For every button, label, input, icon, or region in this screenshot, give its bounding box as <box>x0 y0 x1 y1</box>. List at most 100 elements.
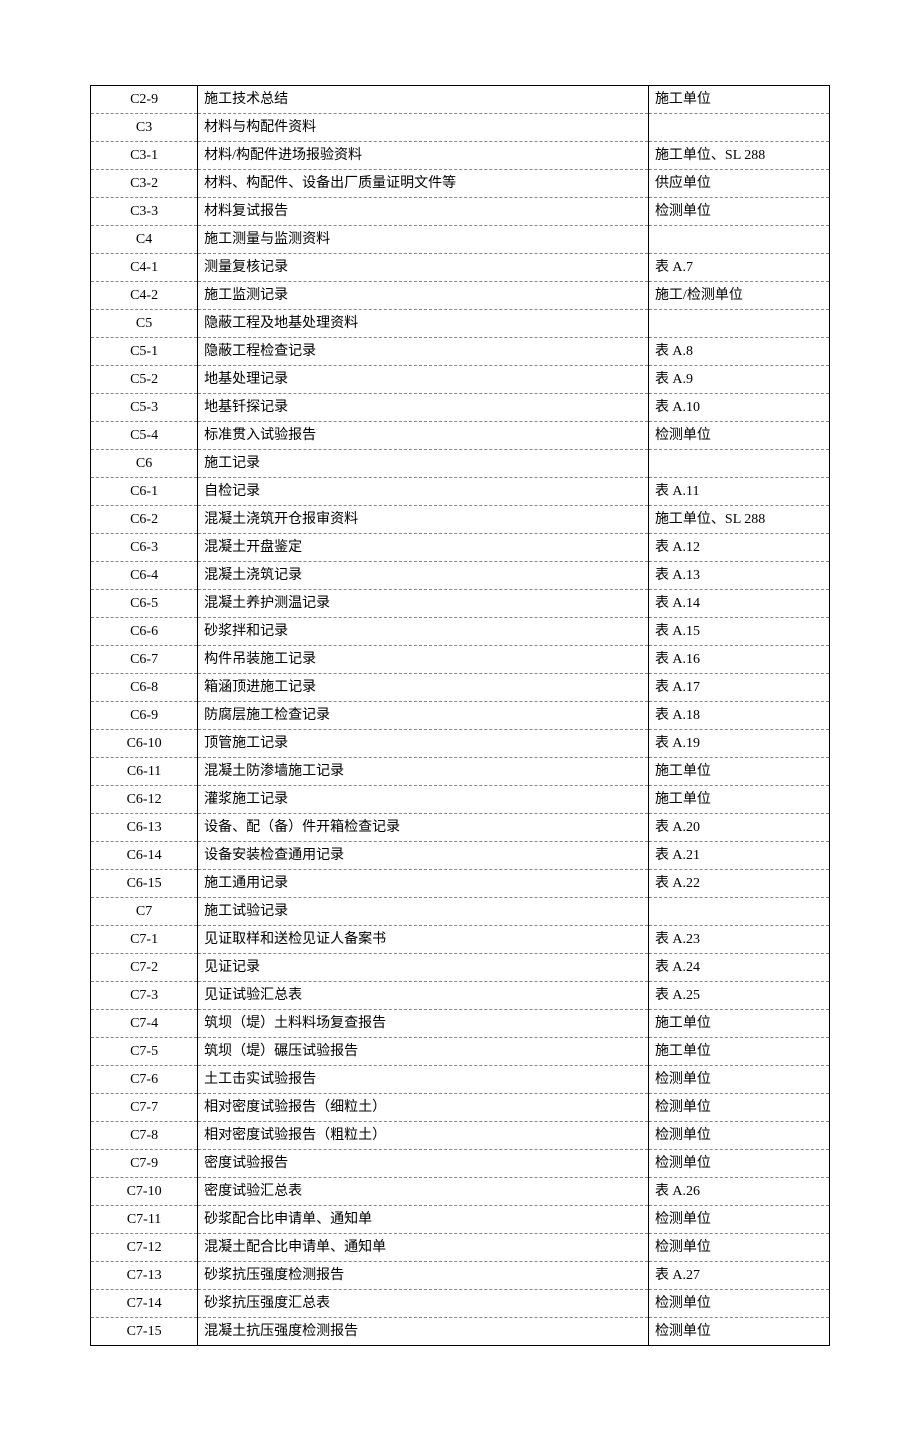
cell-ref: 表 A.25 <box>648 982 829 1010</box>
table-row: C3-3材料复试报告检测单位 <box>91 198 830 226</box>
cell-desc: 见证取样和送检见证人备案书 <box>198 926 649 954</box>
cell-desc: 自检记录 <box>198 478 649 506</box>
table-row: C6-11混凝土防渗墙施工记录施工单位 <box>91 758 830 786</box>
cell-ref: 表 A.23 <box>648 926 829 954</box>
cell-ref: 表 A.14 <box>648 590 829 618</box>
cell-ref: 表 A.20 <box>648 814 829 842</box>
table-row: C5隐蔽工程及地基处理资料 <box>91 310 830 338</box>
cell-desc: 密度试验报告 <box>198 1150 649 1178</box>
cell-desc: 隐蔽工程检查记录 <box>198 338 649 366</box>
cell-code: C6-11 <box>91 758 198 786</box>
cell-code: C3-2 <box>91 170 198 198</box>
table-row: C7-9密度试验报告检测单位 <box>91 1150 830 1178</box>
table-row: C7-6土工击实试验报告检测单位 <box>91 1066 830 1094</box>
cell-code: C6 <box>91 450 198 478</box>
table-row: C7-2见证记录表 A.24 <box>91 954 830 982</box>
table-row: C7-15混凝土抗压强度检测报告检测单位 <box>91 1318 830 1346</box>
table-row: C6-9防腐层施工检查记录表 A.18 <box>91 702 830 730</box>
cell-desc: 箱涵顶进施工记录 <box>198 674 649 702</box>
cell-desc: 材料与构配件资料 <box>198 114 649 142</box>
table-row: C4-2施工监测记录施工/检测单位 <box>91 282 830 310</box>
cell-code: C7-2 <box>91 954 198 982</box>
table-body: C2-9施工技术总结施工单位C3材料与构配件资料C3-1材料/构配件进场报验资料… <box>91 86 830 1346</box>
cell-ref: 施工/检测单位 <box>648 282 829 310</box>
cell-desc: 混凝土浇筑记录 <box>198 562 649 590</box>
cell-ref: 检测单位 <box>648 1094 829 1122</box>
cell-code: C3-1 <box>91 142 198 170</box>
table-row: C4-1测量复核记录表 A.7 <box>91 254 830 282</box>
table-row: C7-5筑坝（堤）碾压试验报告施工单位 <box>91 1038 830 1066</box>
table-row: C5-3地基钎探记录表 A.10 <box>91 394 830 422</box>
cell-code: C6-12 <box>91 786 198 814</box>
cell-desc: 顶管施工记录 <box>198 730 649 758</box>
cell-desc: 设备安装检查通用记录 <box>198 842 649 870</box>
cell-desc: 隐蔽工程及地基处理资料 <box>198 310 649 338</box>
cell-code: C7-5 <box>91 1038 198 1066</box>
table-row: C6-3混凝土开盘鉴定表 A.12 <box>91 534 830 562</box>
cell-code: C7-12 <box>91 1234 198 1262</box>
cell-ref: 检测单位 <box>648 1290 829 1318</box>
cell-code: C5 <box>91 310 198 338</box>
cell-desc: 混凝土养护测温记录 <box>198 590 649 618</box>
cell-ref: 表 A.18 <box>648 702 829 730</box>
cell-desc: 见证试验汇总表 <box>198 982 649 1010</box>
cell-desc: 砂浆拌和记录 <box>198 618 649 646</box>
cell-desc: 见证记录 <box>198 954 649 982</box>
cell-desc: 施工监测记录 <box>198 282 649 310</box>
cell-ref: 表 A.17 <box>648 674 829 702</box>
cell-code: C6-3 <box>91 534 198 562</box>
cell-code: C7-6 <box>91 1066 198 1094</box>
table-row: C2-9施工技术总结施工单位 <box>91 86 830 114</box>
table-row: C6-13设备、配（备）件开箱检查记录表 A.20 <box>91 814 830 842</box>
table-row: C7施工试验记录 <box>91 898 830 926</box>
table-row: C5-1隐蔽工程检查记录表 A.8 <box>91 338 830 366</box>
table-row: C7-13砂浆抗压强度检测报告表 A.27 <box>91 1262 830 1290</box>
cell-code: C6-8 <box>91 674 198 702</box>
cell-code: C6-5 <box>91 590 198 618</box>
cell-ref: 施工单位、SL 288 <box>648 142 829 170</box>
cell-ref: 施工单位 <box>648 786 829 814</box>
cell-code: C5-2 <box>91 366 198 394</box>
cell-desc: 混凝土开盘鉴定 <box>198 534 649 562</box>
cell-ref: 供应单位 <box>648 170 829 198</box>
table-row: C6-8箱涵顶进施工记录表 A.17 <box>91 674 830 702</box>
cell-code: C4-2 <box>91 282 198 310</box>
cell-desc: 标准贯入试验报告 <box>198 422 649 450</box>
table-row: C6施工记录 <box>91 450 830 478</box>
cell-ref: 检测单位 <box>648 1122 829 1150</box>
table-row: C6-4混凝土浇筑记录表 A.13 <box>91 562 830 590</box>
cell-desc: 材料复试报告 <box>198 198 649 226</box>
cell-desc: 混凝土防渗墙施工记录 <box>198 758 649 786</box>
cell-ref <box>648 310 829 338</box>
document-table: C2-9施工技术总结施工单位C3材料与构配件资料C3-1材料/构配件进场报验资料… <box>90 85 830 1346</box>
cell-code: C7-9 <box>91 1150 198 1178</box>
cell-ref: 表 A.16 <box>648 646 829 674</box>
cell-ref: 表 A.10 <box>648 394 829 422</box>
cell-ref: 施工单位 <box>648 758 829 786</box>
table-row: C3-2材料、构配件、设备出厂质量证明文件等供应单位 <box>91 170 830 198</box>
table-row: C3材料与构配件资料 <box>91 114 830 142</box>
cell-code: C3-3 <box>91 198 198 226</box>
cell-ref: 检测单位 <box>648 1318 829 1346</box>
cell-code: C6-13 <box>91 814 198 842</box>
table-row: C6-5混凝土养护测温记录表 A.14 <box>91 590 830 618</box>
cell-code: C2-9 <box>91 86 198 114</box>
cell-desc: 砂浆配合比申请单、通知单 <box>198 1206 649 1234</box>
cell-ref: 表 A.19 <box>648 730 829 758</box>
cell-code: C6-14 <box>91 842 198 870</box>
cell-ref: 表 A.12 <box>648 534 829 562</box>
cell-ref: 施工单位 <box>648 1010 829 1038</box>
cell-code: C7-1 <box>91 926 198 954</box>
cell-desc: 混凝土配合比申请单、通知单 <box>198 1234 649 1262</box>
table-row: C7-11砂浆配合比申请单、通知单检测单位 <box>91 1206 830 1234</box>
cell-code: C5-3 <box>91 394 198 422</box>
cell-ref <box>648 450 829 478</box>
cell-code: C6-4 <box>91 562 198 590</box>
cell-desc: 防腐层施工检查记录 <box>198 702 649 730</box>
cell-ref <box>648 898 829 926</box>
cell-desc: 设备、配（备）件开箱检查记录 <box>198 814 649 842</box>
cell-ref: 施工单位 <box>648 1038 829 1066</box>
table-row: C6-7构件吊装施工记录表 A.16 <box>91 646 830 674</box>
cell-desc: 灌浆施工记录 <box>198 786 649 814</box>
table-row: C7-3见证试验汇总表表 A.25 <box>91 982 830 1010</box>
